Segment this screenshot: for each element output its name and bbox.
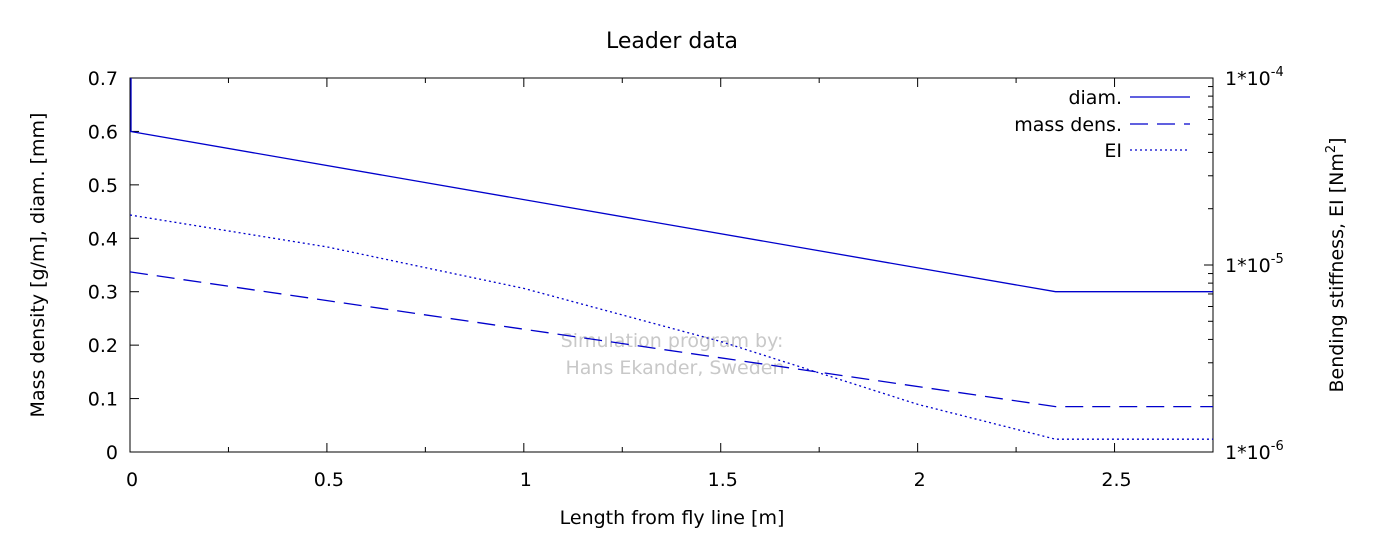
y2-tick-exp: -6 xyxy=(1271,439,1284,454)
y2-label-superscript: 2 xyxy=(1324,145,1339,153)
series-line-mass-dens xyxy=(129,271,1213,408)
y-tick-label-5: 0.5 xyxy=(88,175,118,197)
x-tick-label-2: 1 xyxy=(520,469,532,491)
y2-tick-base: 1*10 xyxy=(1225,68,1271,90)
left-axis: 0 0.1 0.2 0.3 0.4 0.5 0.6 0.7 xyxy=(88,68,139,464)
watermark-line-1: Simulation program by: xyxy=(561,330,784,352)
legend: diam. mass dens. EI xyxy=(1014,87,1190,162)
legend-label-diam: diam. xyxy=(1068,87,1122,109)
y-axis-label: Mass density [g/m], diam. [mm] xyxy=(27,113,49,418)
x-axis-label: Length from fly line [m] xyxy=(560,507,785,529)
y-tick-label-3: 0.3 xyxy=(88,282,118,304)
y2-axis-label: Bending stiffness, EI [Nm2] xyxy=(1324,137,1348,392)
y2-tick-exp: -4 xyxy=(1271,65,1284,80)
y2-tick-label-1: 1*10-5 xyxy=(1225,252,1284,277)
series-line-diam xyxy=(129,130,1213,293)
y2-tick-label-2: 1*10-4 xyxy=(1225,65,1284,90)
y2-tick-base: 1*10 xyxy=(1225,255,1271,277)
chart-title: Leader data xyxy=(606,29,738,54)
y2-tick-base: 1*10 xyxy=(1225,442,1271,464)
y2-label-end: ] xyxy=(1326,137,1348,144)
y-tick-label-7: 0.7 xyxy=(88,68,118,90)
bottom-axis: 0 0.5 1 1.5 2 2.5 xyxy=(126,78,1132,491)
x-tick-label-4: 2 xyxy=(914,469,926,491)
y-tick-label-2: 0.2 xyxy=(88,335,118,357)
y2-tick-label-0: 1*10-6 xyxy=(1225,439,1284,464)
y-tick-label-0: 0 xyxy=(106,442,118,464)
right-axis: 1*10-61*10-51*10-4 xyxy=(1204,65,1284,464)
y-tick-label-4: 0.4 xyxy=(88,228,118,250)
series-layer xyxy=(129,78,1213,440)
x-tick-label-1: 0.5 xyxy=(314,469,344,491)
y-tick-label-6: 0.6 xyxy=(88,121,118,143)
y2-tick-exp: -5 xyxy=(1271,252,1284,267)
watermark: Simulation program by: Hans Ekander, Swe… xyxy=(561,330,785,379)
y-tick-label-1: 0.1 xyxy=(88,389,118,411)
legend-label-ei: EI xyxy=(1104,140,1122,162)
x-tick-label-0: 0 xyxy=(126,469,138,491)
x-tick-label-3: 1.5 xyxy=(708,469,738,491)
legend-label-mass-dens: mass dens. xyxy=(1014,114,1122,136)
x-tick-label-5: 2.5 xyxy=(1101,469,1131,491)
y2-label-main: Bending stiffness, EI [Nm xyxy=(1326,153,1348,392)
watermark-line-2: Hans Ekander, Sweden xyxy=(566,357,785,379)
